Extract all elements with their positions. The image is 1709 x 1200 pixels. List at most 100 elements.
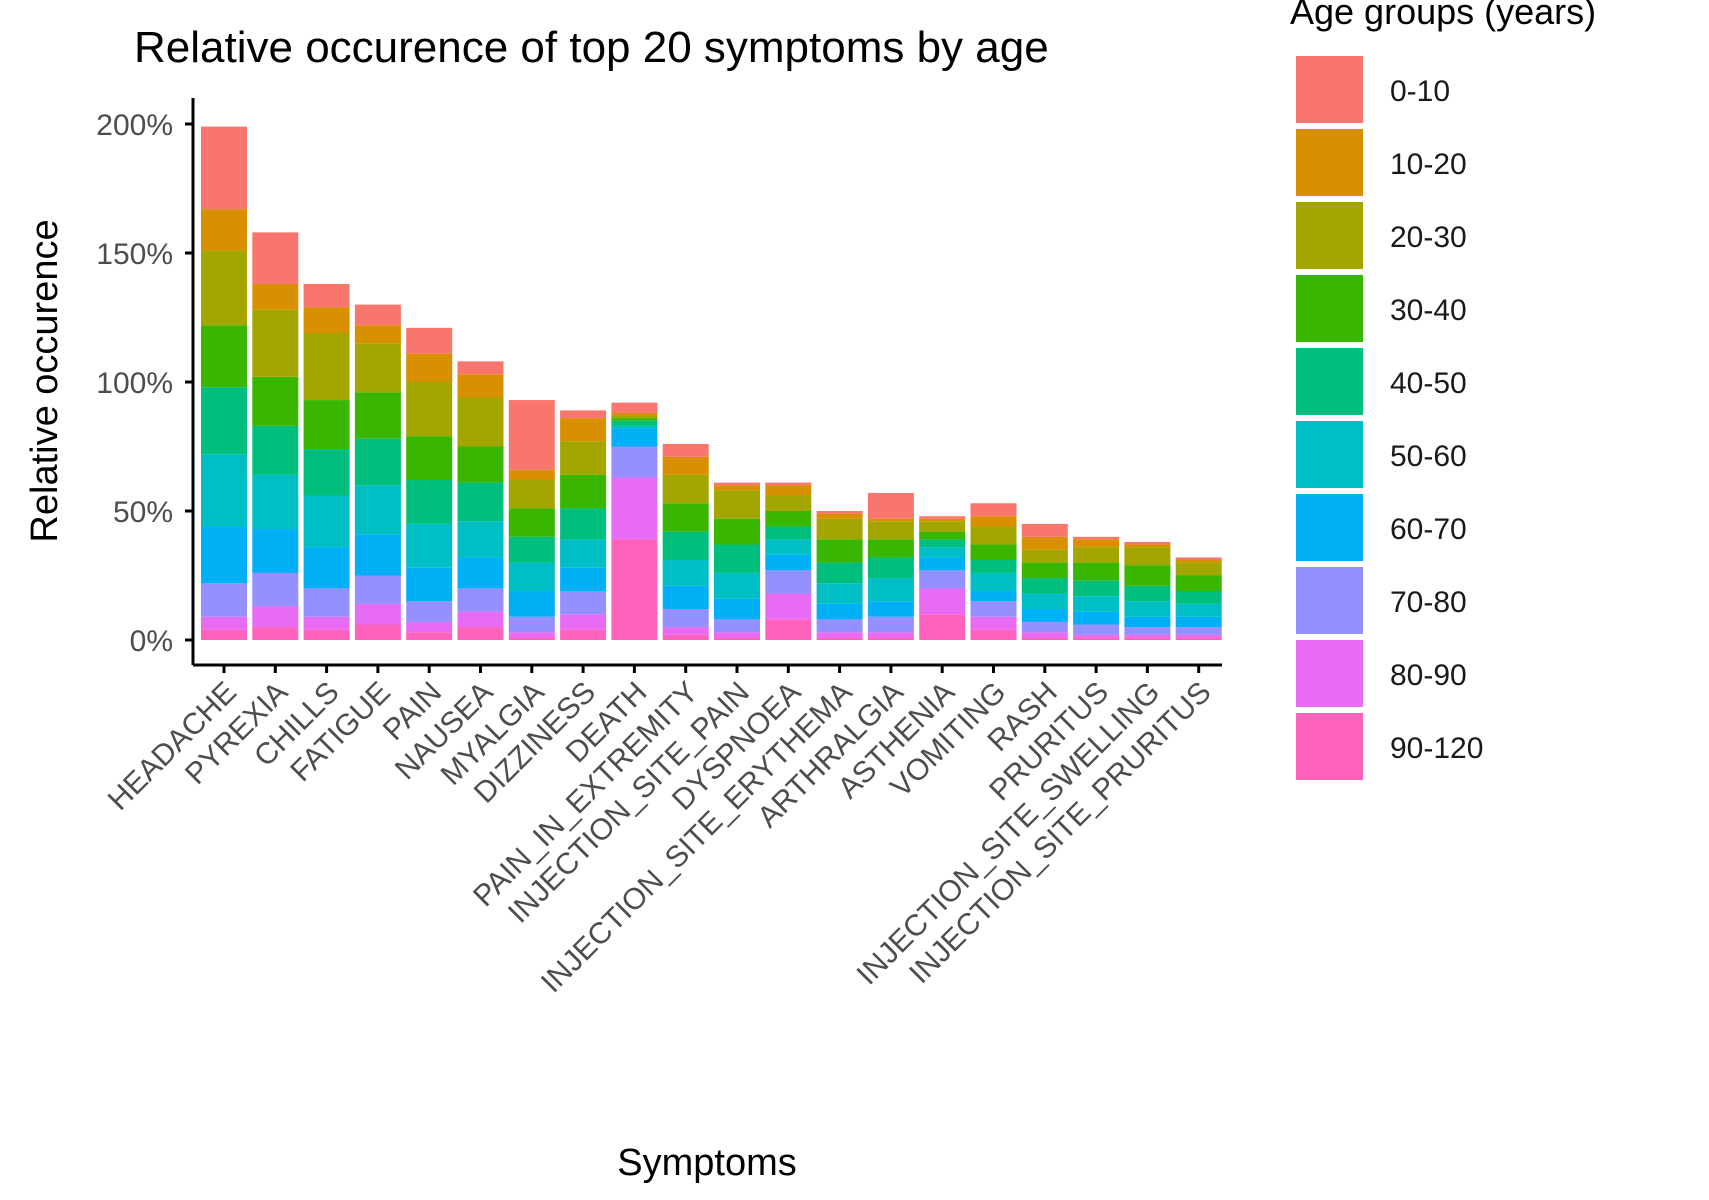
bar-segment — [406, 436, 453, 481]
bar-segment — [1021, 523, 1068, 537]
legend-label: 80-90 — [1390, 659, 1467, 692]
bar-segment — [662, 531, 709, 561]
bar-segment — [867, 521, 914, 540]
legend-label: 30-40 — [1390, 294, 1467, 327]
bar-segment — [816, 603, 863, 620]
bar-segment — [816, 513, 863, 519]
y-axis-title: Relative occurence — [24, 219, 66, 542]
bar-segment — [970, 526, 1017, 545]
bar-segment — [303, 629, 350, 640]
bar-segment — [457, 588, 504, 612]
legend-label: 40-50 — [1390, 367, 1467, 400]
bar-segment — [867, 492, 914, 519]
bar-segment — [560, 539, 607, 568]
bar-segment — [970, 616, 1017, 630]
bar-segment — [867, 578, 914, 602]
bar-segment — [816, 583, 863, 604]
bar-segment — [560, 410, 607, 419]
bar-segment — [714, 518, 760, 545]
x-axis-title: Symptoms — [617, 1142, 796, 1184]
bar-segment — [1124, 627, 1171, 635]
bar-segment — [201, 126, 247, 210]
bar-segment — [201, 616, 247, 630]
bar-segment — [457, 374, 504, 398]
bar-segment — [765, 495, 812, 511]
bar-segment — [867, 637, 914, 640]
bar-segment — [508, 637, 555, 640]
bar-segment — [611, 539, 658, 640]
bar-segment — [406, 480, 453, 524]
bar-segment — [252, 627, 299, 640]
bar-segment — [714, 544, 760, 573]
bar-segment — [1175, 603, 1222, 617]
bar-segment — [919, 516, 966, 519]
bar-segment — [252, 606, 299, 628]
bar-segment — [1124, 544, 1171, 548]
bar-segment — [560, 474, 607, 509]
bar-segment — [457, 397, 504, 447]
bar-segment — [662, 634, 709, 640]
bar-segment — [406, 353, 453, 382]
bar-segment — [252, 474, 299, 530]
bar-segment — [303, 547, 350, 589]
legend-swatch — [1296, 494, 1363, 561]
bar-segment — [201, 629, 247, 640]
bar-segment — [303, 400, 350, 450]
bar-segment — [303, 283, 350, 308]
bar-segment — [1021, 621, 1068, 633]
bar-segment — [1124, 616, 1171, 628]
bar-segment — [970, 516, 1017, 527]
bar-segment — [508, 508, 555, 537]
bar-segment — [457, 361, 504, 375]
bar-segment — [1073, 634, 1120, 638]
legend-swatch — [1296, 275, 1363, 342]
bar-segment — [303, 588, 350, 617]
bar-segment — [1021, 609, 1068, 622]
bar-segment — [1124, 547, 1171, 566]
bar-segment — [354, 603, 401, 625]
bar-segment — [816, 632, 863, 638]
bar-segment — [816, 562, 863, 584]
bar-segment — [919, 614, 966, 640]
bar-segment — [508, 632, 555, 638]
bar-segment — [662, 560, 709, 586]
bar-segment — [457, 446, 504, 483]
bars-group — [201, 126, 1222, 640]
legend-swatch — [1296, 202, 1363, 269]
legend-items: 0-10 10-20 20-30 30-40 40-50 50-60 60-70 70-80 8… — [1296, 56, 1483, 780]
bar-segment — [252, 309, 299, 377]
bar-segment — [201, 583, 247, 617]
bar-segment — [611, 446, 658, 478]
bar-segment — [867, 557, 914, 579]
bar-segment — [662, 503, 709, 532]
legend-label: 60-70 — [1390, 513, 1467, 546]
bar-segment — [406, 327, 453, 354]
bar-segment — [354, 534, 401, 576]
bar-segment — [1073, 536, 1120, 540]
bar-segment — [201, 387, 247, 455]
bar-segment — [611, 418, 658, 421]
bar-segment — [816, 619, 863, 633]
bar-segment — [1021, 549, 1068, 563]
bar-segment — [714, 598, 760, 620]
bar-segment — [1021, 562, 1068, 579]
legend: Age groups (years) 0-10 10-20 20-30 30-40 40… — [1290, 0, 1596, 780]
bar-segment — [714, 619, 760, 633]
bar-segment — [560, 441, 607, 475]
bar-segment — [201, 209, 247, 251]
bar-segment — [303, 449, 350, 496]
legend-swatch — [1296, 421, 1363, 488]
bar-segment — [354, 343, 401, 393]
bar-segment — [560, 567, 607, 591]
bar-segment — [406, 567, 453, 602]
bar-segment — [765, 526, 812, 540]
legend-swatch — [1296, 348, 1363, 415]
bar-segment — [867, 616, 914, 633]
bar-segment — [1124, 634, 1171, 638]
bar-segment — [662, 585, 709, 610]
legend-swatch — [1296, 129, 1363, 196]
bar-segment — [1175, 616, 1222, 628]
bar-segment — [1124, 601, 1171, 617]
bar-segment — [970, 572, 1017, 591]
bar-segment — [611, 477, 658, 540]
